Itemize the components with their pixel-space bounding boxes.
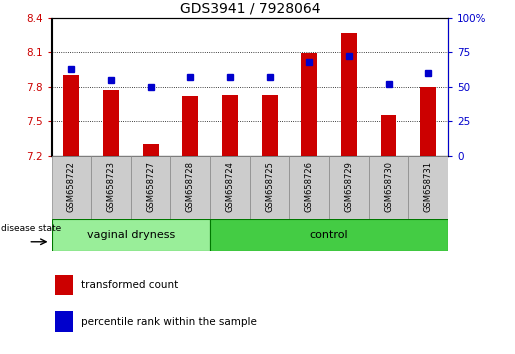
Text: GSM658729: GSM658729 [345,161,353,212]
Text: GSM658725: GSM658725 [265,161,274,212]
Bar [262,95,278,156]
Bar [301,53,317,156]
Text: percentile rank within the sample: percentile rank within the sample [81,317,257,327]
Text: disease state: disease state [1,224,61,233]
Text: GSM658730: GSM658730 [384,161,393,212]
Bar [250,156,289,219]
Bar [63,75,79,156]
Bar [341,33,357,156]
Bar [56,275,73,295]
Bar [329,156,369,219]
Bar [408,156,448,219]
Bar [143,144,159,156]
Text: control: control [310,230,348,240]
Bar [52,219,210,251]
Text: GSM658722: GSM658722 [67,161,76,212]
Bar [103,90,119,156]
Bar [52,156,91,219]
Text: transformed count: transformed count [81,280,179,290]
Bar [381,115,397,156]
Text: GSM658724: GSM658724 [226,161,234,212]
Text: GSM658726: GSM658726 [305,161,314,212]
Text: GSM658731: GSM658731 [424,161,433,212]
Bar [289,156,329,219]
Title: GDS3941 / 7928064: GDS3941 / 7928064 [180,1,320,15]
Bar [91,156,131,219]
Text: GSM658723: GSM658723 [107,161,115,212]
Bar [210,156,250,219]
Bar [56,312,73,332]
Text: GSM658728: GSM658728 [186,161,195,212]
Bar [182,96,198,156]
Text: vaginal dryness: vaginal dryness [87,230,175,240]
Bar [420,87,436,156]
Bar [210,219,448,251]
Bar [170,156,210,219]
Text: GSM658727: GSM658727 [146,161,155,212]
Bar [369,156,408,219]
Bar [222,95,238,156]
Bar [131,156,170,219]
